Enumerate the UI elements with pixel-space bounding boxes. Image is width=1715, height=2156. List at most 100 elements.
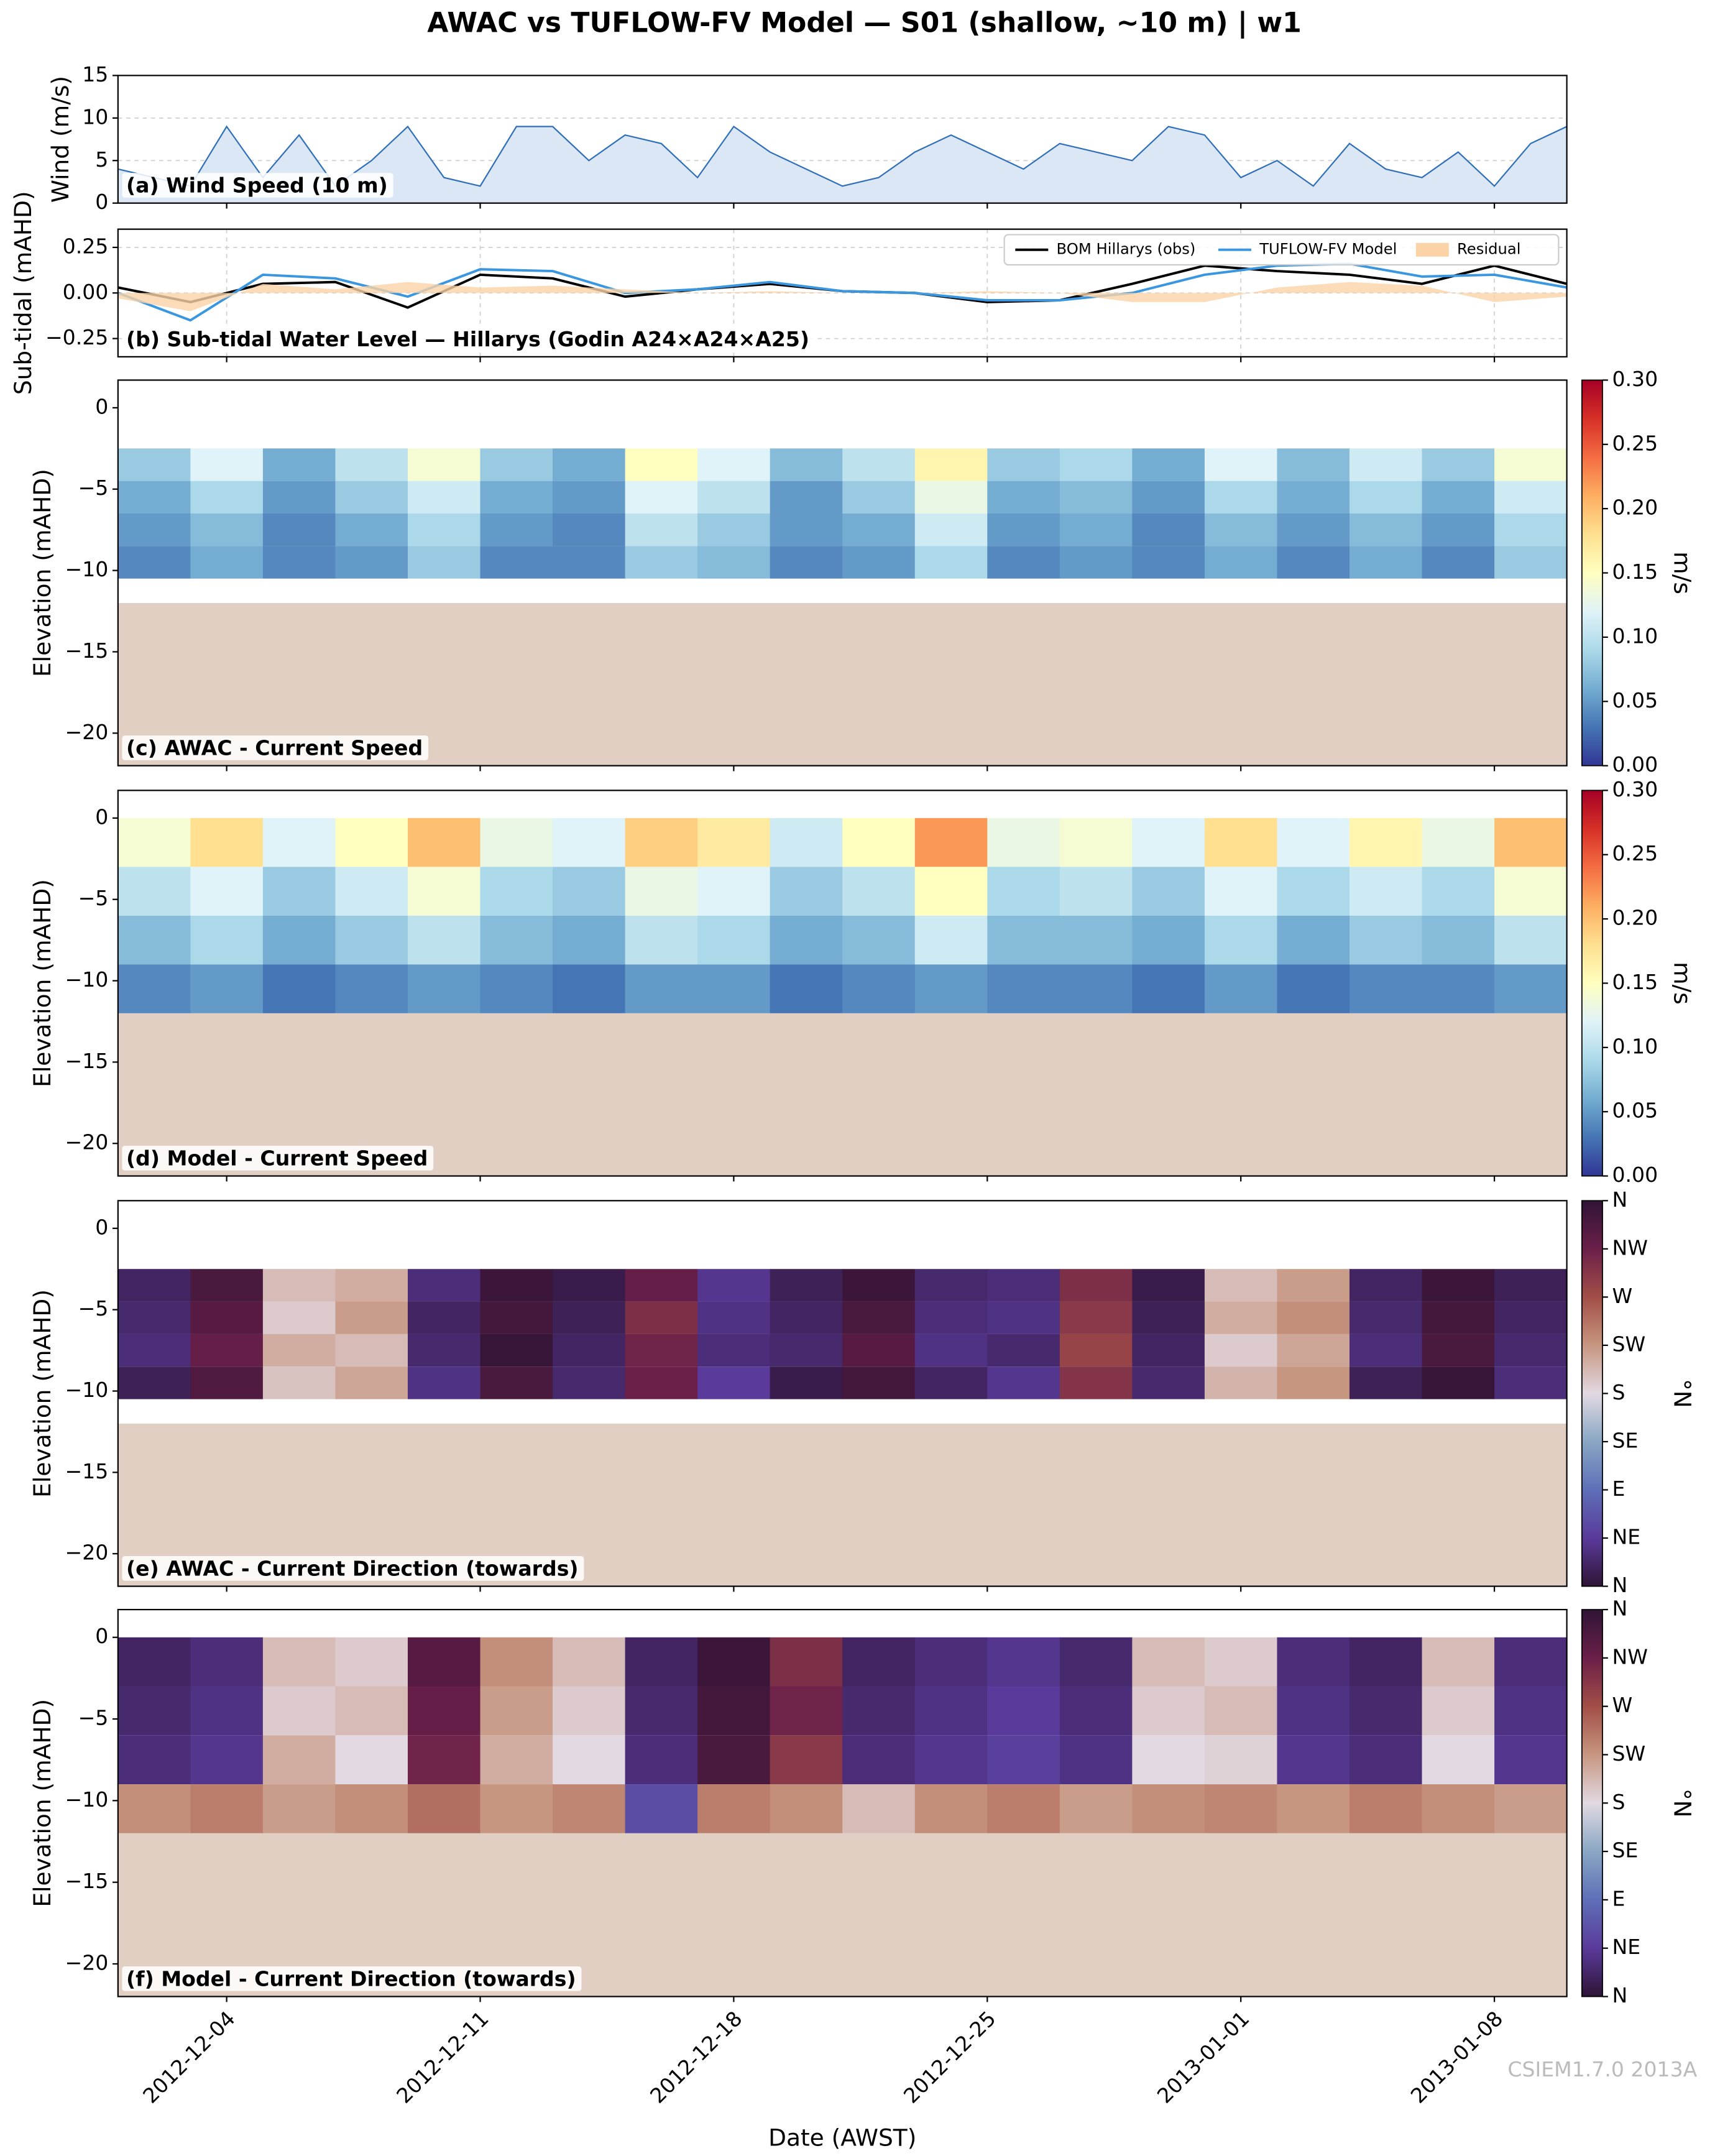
heat-cell xyxy=(480,915,553,965)
colorbar-tick-label: 0.10 xyxy=(1612,624,1658,648)
panel-label: (b) Sub-tidal Water Level — Hillarys (Go… xyxy=(126,327,809,351)
heat-cell xyxy=(987,1686,1060,1736)
heat-cell xyxy=(480,867,553,916)
heat-cell xyxy=(262,1366,336,1399)
heat-cell xyxy=(117,1637,191,1687)
colorbar-tick-label: 0.05 xyxy=(1612,1099,1658,1123)
heat-cell xyxy=(914,1784,988,1833)
heat-cell xyxy=(842,546,916,579)
panel-label: (c) AWAC - Current Speed xyxy=(126,736,423,760)
heat-cell xyxy=(1277,448,1350,481)
heat-cell xyxy=(987,818,1060,867)
heat-cell xyxy=(480,1269,553,1302)
heat-cell xyxy=(1132,915,1205,965)
heat-cell xyxy=(1059,818,1133,867)
heat-cell xyxy=(117,1269,191,1302)
frame xyxy=(117,379,1568,767)
heat-cell xyxy=(335,1637,408,1687)
heat-cell xyxy=(407,1366,481,1399)
heat-cell xyxy=(480,514,553,546)
heat-cell xyxy=(625,1784,698,1833)
colorbar-tick-label: 0.00 xyxy=(1612,752,1658,776)
colorbar-tick-label: SE xyxy=(1612,1838,1638,1863)
heat-cell xyxy=(697,1334,771,1367)
heat-cell xyxy=(697,1366,771,1399)
heat-cell xyxy=(1204,1735,1278,1785)
heat-cell xyxy=(1349,1637,1423,1687)
heat-cell xyxy=(1349,867,1423,916)
heat-cell xyxy=(190,915,264,965)
colorbar-tick-label: 0.25 xyxy=(1612,841,1658,865)
y-axis-label: Elevation (mAHD) xyxy=(29,879,56,1087)
heat-cell xyxy=(1422,1784,1495,1833)
heat-cell xyxy=(770,1366,843,1399)
colorbar-tick-label: W xyxy=(1612,1693,1632,1717)
x-tick-label: 2012-12-18 xyxy=(645,2006,747,2108)
heat-cell xyxy=(1349,1366,1423,1399)
heat-cell xyxy=(1349,818,1423,867)
heat-cell xyxy=(1059,1269,1133,1302)
y-tick-label: −15 xyxy=(65,1049,109,1073)
y-tick-label: 10 xyxy=(82,104,108,129)
heat-cell xyxy=(987,1637,1060,1687)
heat-cell xyxy=(625,915,698,965)
heat-cell xyxy=(117,1301,191,1334)
heat-cell xyxy=(697,546,771,579)
legend-swatch xyxy=(1415,242,1449,257)
heat-cell xyxy=(1494,546,1567,579)
heat-cell xyxy=(553,818,626,867)
heat-cell xyxy=(842,818,916,867)
colorbar-tick-label: 0.10 xyxy=(1612,1034,1658,1058)
heat-cell xyxy=(117,818,191,867)
heat-cell xyxy=(987,964,1060,1013)
heat-cell xyxy=(1277,1784,1350,1833)
heat-cell xyxy=(1494,1735,1567,1785)
heat-cell xyxy=(1132,481,1205,514)
heat-cell xyxy=(987,514,1060,546)
heat-cell xyxy=(914,915,988,965)
heat-cell xyxy=(987,1269,1060,1302)
area-fill xyxy=(117,126,1567,203)
heat-cell xyxy=(407,867,481,916)
heat-cell xyxy=(190,448,264,481)
heat-cell xyxy=(1349,1735,1423,1785)
heat-cell xyxy=(914,1269,988,1302)
heat-cell xyxy=(553,1269,626,1302)
colorbar-tick-label: N xyxy=(1612,1573,1627,1597)
heat-cell xyxy=(1349,448,1423,481)
heat-cell xyxy=(262,481,336,514)
heat-cell xyxy=(697,448,771,481)
heat-cell xyxy=(1422,1366,1495,1399)
y-tick-label: 0 xyxy=(95,804,108,829)
heat-cell xyxy=(1132,1735,1205,1785)
heat-cell xyxy=(407,448,481,481)
heat-cell xyxy=(1349,1784,1423,1833)
heat-cell xyxy=(190,818,264,867)
colorbar-tick-label: S xyxy=(1612,1790,1625,1814)
heat-cell xyxy=(697,1784,771,1833)
heat-cell xyxy=(625,818,698,867)
colorbar-tick-label: N xyxy=(1612,1983,1627,2007)
heat-cell xyxy=(190,964,264,1013)
y-tick-label: −0.25 xyxy=(45,325,108,349)
heat-cell xyxy=(1132,964,1205,1013)
heat-cell xyxy=(1277,1301,1350,1334)
colorbar-tick-label: NW xyxy=(1612,1235,1647,1260)
heat-cell xyxy=(1059,867,1133,916)
heat-cell xyxy=(480,546,553,579)
heat-cell xyxy=(335,1334,408,1367)
panel: N NE E SE S SW W NW N °N −20 −15 −10 −5 0 2012-12-04 201… xyxy=(29,1596,1696,2108)
colorbar-label: °N xyxy=(1668,1789,1696,1818)
heat-cell xyxy=(262,546,336,579)
heat-cell xyxy=(117,1366,191,1399)
colorbar-tick-label: SW xyxy=(1612,1332,1645,1356)
heat-cell xyxy=(770,448,843,481)
heat-cell xyxy=(1277,1334,1350,1367)
heat-cell xyxy=(407,481,481,514)
heat-cell xyxy=(335,964,408,1013)
heat-cell xyxy=(987,867,1060,916)
heat-cell xyxy=(1204,1301,1278,1334)
heat-cell xyxy=(914,964,988,1013)
y-axis-label: Elevation (mAHD) xyxy=(29,469,56,677)
colorbar-label: m/s xyxy=(1668,962,1696,1005)
